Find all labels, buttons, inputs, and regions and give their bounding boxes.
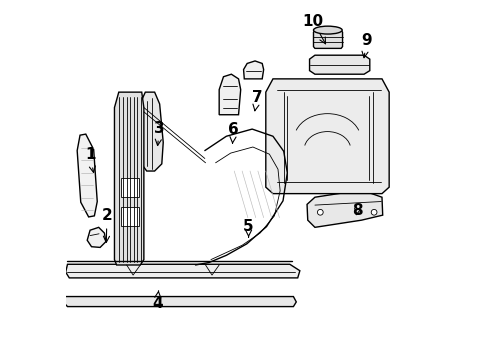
Text: 1: 1 bbox=[85, 147, 96, 172]
Circle shape bbox=[318, 210, 323, 215]
Text: 7: 7 bbox=[252, 90, 263, 111]
Polygon shape bbox=[63, 297, 296, 307]
Text: 9: 9 bbox=[362, 33, 372, 58]
Polygon shape bbox=[314, 30, 343, 48]
Polygon shape bbox=[87, 227, 106, 247]
Text: 6: 6 bbox=[228, 122, 239, 143]
Polygon shape bbox=[115, 92, 144, 265]
Text: 10: 10 bbox=[302, 14, 325, 44]
Polygon shape bbox=[244, 61, 264, 79]
Text: 5: 5 bbox=[243, 219, 254, 237]
Polygon shape bbox=[307, 190, 383, 227]
Circle shape bbox=[371, 210, 377, 215]
Polygon shape bbox=[219, 74, 241, 115]
Polygon shape bbox=[77, 134, 97, 217]
Text: 2: 2 bbox=[101, 208, 112, 242]
Ellipse shape bbox=[314, 26, 342, 34]
Polygon shape bbox=[121, 207, 139, 226]
Polygon shape bbox=[137, 92, 163, 171]
Polygon shape bbox=[266, 79, 389, 194]
Polygon shape bbox=[66, 264, 300, 278]
Text: 8: 8 bbox=[352, 203, 363, 218]
Polygon shape bbox=[121, 178, 139, 197]
Polygon shape bbox=[310, 55, 370, 74]
Text: 3: 3 bbox=[154, 121, 165, 145]
Text: 4: 4 bbox=[152, 291, 163, 311]
